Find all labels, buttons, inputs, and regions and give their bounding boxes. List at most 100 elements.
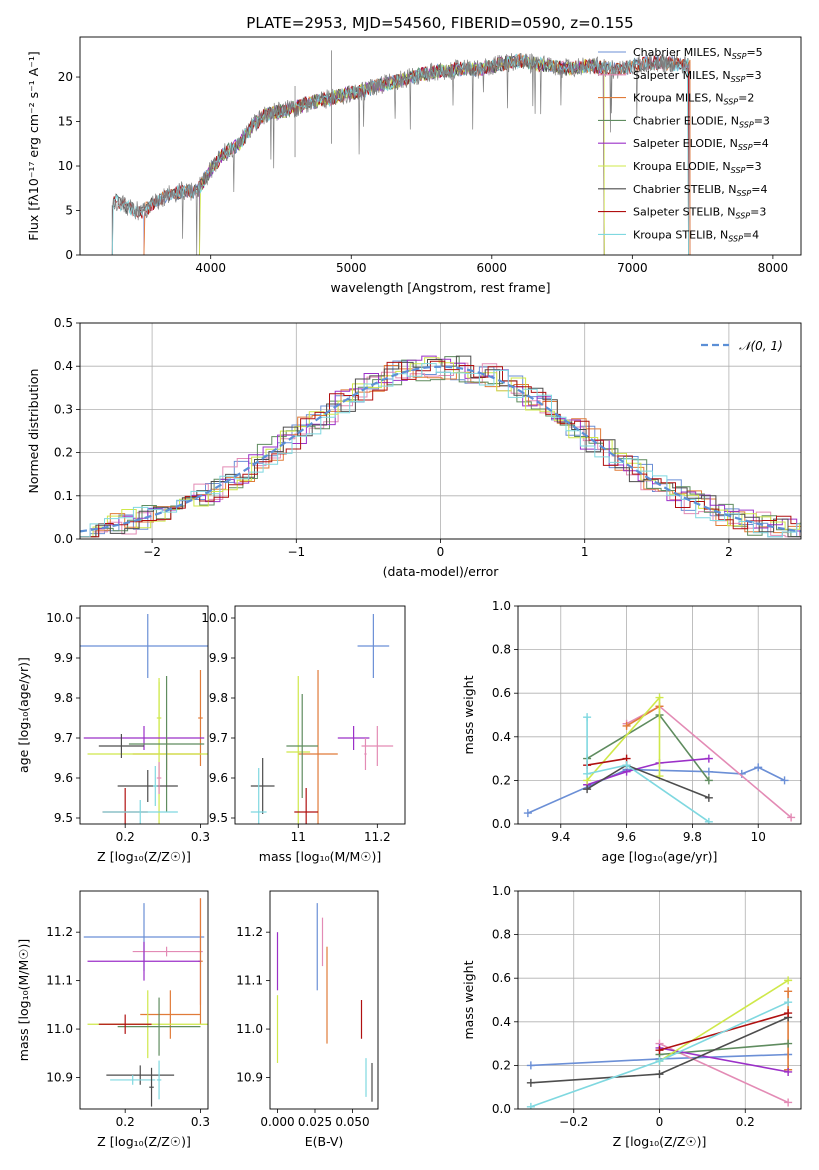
x-axis-label: Z [log₁₀(Z/Z☉)]	[613, 1134, 707, 1149]
axes-frame	[79, 890, 209, 1110]
y-axis-label: mass weight	[461, 675, 476, 754]
legend-entry-label: Chabrier MILES, NSSP=5	[633, 46, 763, 61]
plot-area	[523, 693, 796, 824]
y-tick-label: 0.8	[492, 643, 511, 657]
x-axis-label: wavelength [Angstrom, rest frame]	[330, 280, 550, 295]
figure-title: PLATE=2953, MJD=54560, FIBERID=0590, z=0…	[246, 14, 633, 32]
x-tick-label: 0.2	[116, 1115, 135, 1129]
legend-text: Chabrier MILES, N	[633, 46, 732, 59]
residual-histogram-step	[80, 356, 801, 538]
weight-point-marker	[784, 987, 793, 996]
weight-point-marker	[784, 1039, 793, 1048]
legend-text: Kroupa STELIB, N	[633, 228, 728, 241]
legend-text: =5	[746, 46, 762, 59]
panel-spectrum: 4000 5000 6000 7000 8000 0 5 10 15 20 wavelength […	[26, 36, 802, 295]
legend-text: Salpeter MILES, N	[633, 69, 731, 82]
y-tick-label: 0.4	[492, 1015, 511, 1029]
weight-point-marker	[583, 785, 592, 794]
x-tick-label: 6000	[477, 261, 508, 275]
x-tick-label: 9.8	[683, 830, 702, 844]
weight-point-marker	[655, 1057, 664, 1066]
y-tick-label: 0.5	[54, 316, 73, 330]
y-tick-label: 1.0	[492, 599, 511, 613]
weight-point-marker	[784, 976, 793, 985]
y-tick-label: 15	[58, 115, 73, 129]
weight-point-marker	[784, 1067, 793, 1076]
y-tick-label: 10	[58, 159, 73, 173]
weight-point-marker	[655, 1070, 664, 1079]
y-tick-label: 5	[65, 204, 73, 218]
legend-text: =4	[743, 228, 759, 241]
weight-point-marker	[622, 721, 631, 730]
legend-entry-label: 𝒩(0, 1)	[739, 339, 783, 353]
x-tick-label: 9.6	[617, 830, 636, 844]
x-tick-label: 0.3	[191, 830, 210, 844]
plot-area	[80, 614, 208, 824]
legend-text: Kroupa ELODIE, N	[633, 160, 731, 173]
y-tick-label: 10.9	[46, 1071, 73, 1085]
residual-histogram-step	[80, 363, 801, 538]
weight-point-marker	[655, 693, 664, 702]
panel-age_weight: 9.4 9.6 9.8 10 0.0 0.2 0.4 0.6 0.8 1.0 age [log₁₀(…	[461, 599, 802, 864]
y-tick-label: 1.0	[492, 884, 511, 898]
weight-point-marker	[784, 998, 793, 1007]
y-tick-label: 9.6	[209, 771, 228, 785]
y-tick-label: 11.2	[46, 925, 73, 939]
legend-subscript: SSP	[735, 212, 750, 221]
legend-entry-label: Kroupa ELODIE, NSSP=3	[633, 160, 762, 175]
legend-subscript: SSP	[728, 234, 743, 243]
x-tick-label: −0.2	[559, 1115, 588, 1129]
legend-subscript: SSP	[731, 75, 746, 84]
y-axis-label: age [log₁₀(age/yr)]	[16, 657, 31, 773]
plot-area	[526, 976, 793, 1109]
y-tick-label: 0.4	[492, 730, 511, 744]
y-tick-label: 10.9	[236, 1071, 263, 1085]
x-tick-label: 0.2	[736, 1115, 755, 1129]
plot-area	[111, 50, 691, 255]
panel-EBV_mass: 0.000 0.025 0.050 10.9 11.0 11.1 11.2 E(B-V)	[236, 890, 379, 1149]
y-tick-label: 9.5	[54, 811, 73, 825]
legend-text: =3	[750, 206, 766, 219]
y-tick-label: 0.6	[492, 971, 511, 985]
legend-subscript: SSP	[737, 189, 752, 198]
x-tick-label: 0.000	[260, 1115, 294, 1129]
legend-text: =3	[754, 114, 770, 127]
x-tick-label: 8000	[758, 261, 789, 275]
axes-frame	[517, 890, 802, 1110]
x-tick-label: 7000	[617, 261, 648, 275]
plot-area	[83, 898, 208, 1107]
residual-histogram-step	[80, 357, 801, 538]
y-tick-label: 0.8	[492, 928, 511, 942]
normal-curve	[80, 365, 801, 533]
y-tick-label: 11.0	[46, 1022, 73, 1036]
legend-subscript: SSP	[739, 120, 754, 129]
y-axis-label: Flux [fλ10⁻¹⁷ erg cm⁻² s⁻¹ A⁻¹]	[26, 51, 41, 240]
legend-entry-label: Chabrier ELODIE, NSSP=3	[633, 114, 770, 129]
x-tick-label: 0.3	[191, 1115, 210, 1129]
legend-text: Kroupa MILES, N	[633, 92, 723, 105]
x-axis-label: Z [log₁₀(Z/Z☉)]	[97, 849, 191, 864]
y-tick-label: 0	[65, 248, 73, 262]
x-tick-label: 11.2	[364, 830, 391, 844]
residual-histogram-step	[80, 360, 801, 538]
plot-area	[80, 355, 801, 538]
x-axis-label: mass [log₁₀(M/M☉)]	[259, 849, 381, 864]
axes-frame	[79, 36, 802, 256]
x-tick-label: 0	[656, 1115, 664, 1129]
axes-frame	[517, 605, 802, 825]
legend-entry-label: Kroupa STELIB, NSSP=4	[633, 228, 759, 243]
legend-subscript: SSP	[732, 52, 747, 61]
legend-subscript: SSP	[731, 166, 746, 175]
weight-point-marker	[704, 817, 713, 824]
legend-entry-label: Salpeter MILES, NSSP=3	[633, 69, 762, 84]
x-tick-label: 4000	[195, 261, 226, 275]
x-tick-label: 0.050	[335, 1115, 369, 1129]
y-tick-label: 9.8	[54, 691, 73, 705]
x-axis-label: E(B-V)	[305, 1134, 344, 1149]
legend-text: =3	[745, 160, 761, 173]
weight-point-marker	[754, 763, 763, 772]
x-axis-label: Z [log₁₀(Z/Z☉)]	[97, 1134, 191, 1149]
weight-point-marker	[780, 776, 789, 785]
weight-point-marker	[622, 761, 631, 770]
panel-mass_age: 11 11.2 9.5 9.6 9.7 9.8 9.9 10.0 mass [log₁₀(M/M…	[201, 605, 406, 864]
